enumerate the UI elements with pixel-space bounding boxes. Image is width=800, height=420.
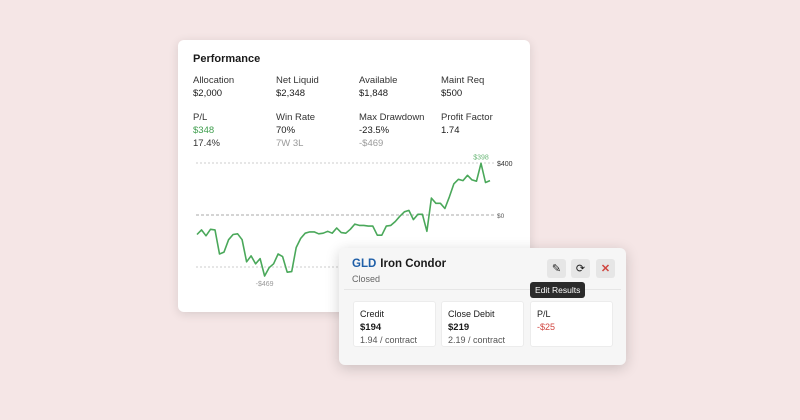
stat-sub: 7W 3L: [276, 138, 304, 149]
edit-icon: ✎: [551, 263, 562, 275]
stat-win-rate: Win Rate 70% 7W 3L: [276, 111, 356, 150]
stat-pl: P/L $348 17.4%: [193, 111, 273, 150]
pl-line: [196, 162, 491, 277]
stat-value: $1,848: [359, 88, 389, 99]
trade-status: Closed: [352, 274, 381, 284]
stat-value: $348: [193, 125, 215, 136]
card-value: $219: [448, 322, 470, 333]
edit-results-tooltip: Edit Results: [530, 282, 586, 298]
pl-card: P/L -$25: [530, 301, 613, 347]
trade-strategy: Iron Condor: [380, 258, 447, 270]
stat-label: Profit Factor: [441, 112, 493, 123]
edit-results-button[interactable]: ✎: [547, 259, 566, 278]
stat-label: Win Rate: [276, 112, 316, 123]
stat-max-drawdown: Max Drawdown -23.5% -$469: [359, 111, 439, 150]
card-sub: 2.19 / contract: [448, 335, 506, 345]
stat-allocation: Allocation $2,000: [193, 74, 273, 100]
card-sub: 1.94 / contract: [360, 335, 418, 345]
card-label: Close Debit: [448, 309, 495, 319]
trade-card: GLD Iron Condor Closed ✎ ⟳ ✕ Credit $194 1.…: [339, 248, 626, 365]
stat-available: Available $1,848: [359, 74, 439, 100]
stat-label: Available: [359, 75, 398, 86]
stat-profit-factor: Profit Factor 1.74: [441, 111, 521, 137]
stat-value: $500: [441, 88, 463, 99]
divider: [344, 289, 621, 290]
close-debit-card: Close Debit $219 2.19 / contract: [441, 301, 524, 347]
card-label: P/L: [537, 309, 551, 319]
stat-value: 1.74: [441, 125, 460, 136]
card-value: -$25: [537, 322, 556, 332]
stat-label: Allocation: [193, 75, 235, 86]
card-label: Credit: [360, 309, 385, 319]
close-button[interactable]: ✕: [596, 259, 615, 278]
stat-sub: 17.4%: [193, 138, 220, 149]
trade-title: GLD Iron Condor: [352, 258, 446, 270]
performance-title: Performance: [193, 53, 261, 65]
stat-value: $2,348: [276, 88, 306, 99]
stat-value: 70%: [276, 125, 296, 136]
stat-sub: -$469: [359, 138, 384, 149]
stat-label: Net Liquid: [276, 75, 319, 86]
credit-card: Credit $194 1.94 / contract: [353, 301, 436, 347]
stat-maint-req: Maint Req $500: [441, 74, 521, 100]
stat-value: $2,000: [193, 88, 223, 99]
stat-value: -23.5%: [359, 125, 390, 136]
y-tick-label: $400: [497, 161, 513, 168]
stat-label: Max Drawdown: [359, 112, 425, 123]
card-value: $194: [360, 322, 382, 333]
stat-label: Maint Req: [441, 75, 485, 86]
refresh-button[interactable]: ⟳: [571, 259, 590, 278]
refresh-icon: ⟳: [575, 263, 586, 275]
stat-net-liquid: Net Liquid $2,348: [276, 74, 356, 100]
y-tick-label: $0: [497, 213, 505, 220]
stat-label: P/L: [193, 112, 208, 123]
min-label: -$469: [256, 281, 274, 288]
close-icon: ✕: [600, 263, 611, 275]
max-label: $398: [473, 154, 489, 161]
trade-symbol: GLD: [352, 258, 377, 270]
